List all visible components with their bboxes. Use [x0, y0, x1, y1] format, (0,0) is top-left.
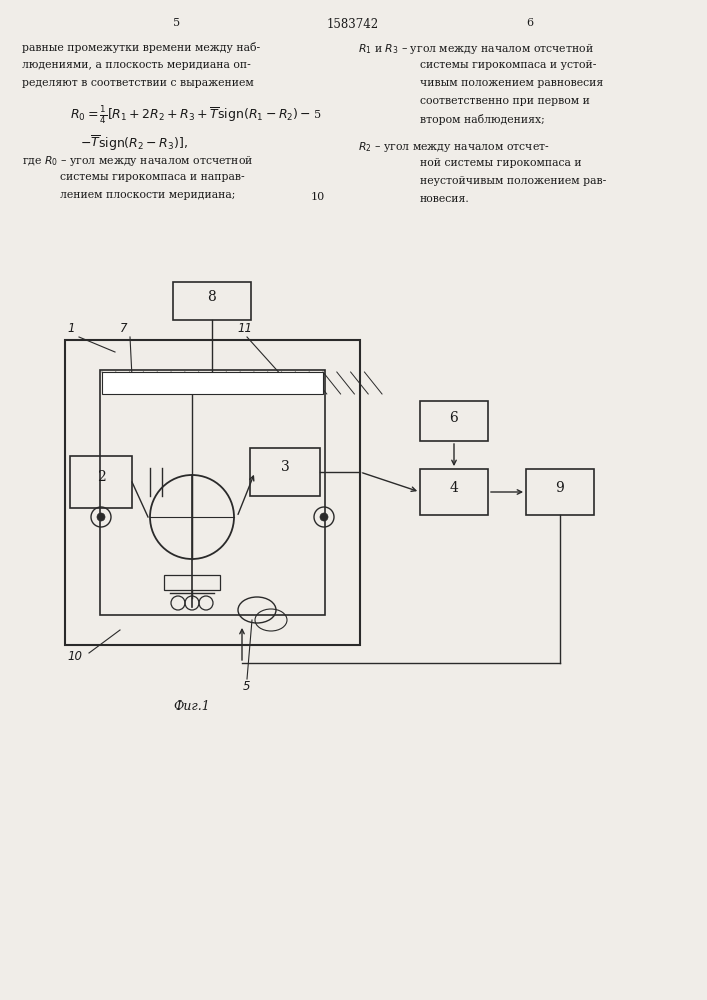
- Text: 1583742: 1583742: [327, 18, 379, 31]
- Bar: [420, 401, 488, 441]
- Bar: [100, 370, 325, 615]
- Text: 8: 8: [208, 290, 216, 304]
- Text: $R_2$ – угол между началом отсчет-: $R_2$ – угол между началом отсчет-: [358, 140, 550, 154]
- Text: $- \overline{T}\mathrm{sign}(R_2 - R_3)],$: $- \overline{T}\mathrm{sign}(R_2 - R_3)]…: [80, 134, 188, 153]
- Text: 10: 10: [311, 192, 325, 202]
- Text: лением плоскости меридиана;: лением плоскости меридиана;: [60, 190, 235, 200]
- Text: системы гирокомпаса и направ-: системы гирокомпаса и направ-: [60, 172, 245, 182]
- Bar: [173, 282, 251, 320]
- Text: $R_1$ и $R_3$ – угол между началом отсчетной: $R_1$ и $R_3$ – угол между началом отсче…: [358, 42, 594, 56]
- Text: 4: 4: [450, 481, 458, 495]
- Text: где $R_0$ – угол между началом отсчетной: где $R_0$ – угол между началом отсчетной: [22, 154, 253, 168]
- Text: новесия.: новесия.: [420, 194, 469, 204]
- Text: людениями, а плоскость меридиана оп-: людениями, а плоскость меридиана оп-: [22, 60, 251, 70]
- Bar: [65, 340, 360, 645]
- Text: 3: 3: [281, 460, 289, 474]
- Text: равные промежутки времени между наб-: равные промежутки времени между наб-: [22, 42, 260, 53]
- Bar: [420, 469, 488, 515]
- Text: 1: 1: [67, 322, 74, 335]
- Bar: [102, 372, 323, 394]
- Text: 9: 9: [556, 481, 564, 495]
- Bar: [250, 448, 320, 496]
- Text: втором наблюдениях;: втором наблюдениях;: [420, 114, 545, 125]
- Text: неустойчивым положением рав-: неустойчивым положением рав-: [420, 176, 606, 186]
- Text: соответственно при первом и: соответственно при первом и: [420, 96, 590, 106]
- Text: системы гирокомпаса и устой-: системы гирокомпаса и устой-: [420, 60, 597, 70]
- Text: 5: 5: [315, 110, 322, 120]
- Circle shape: [97, 513, 105, 521]
- Text: 2: 2: [97, 470, 105, 484]
- Bar: [526, 469, 594, 515]
- Bar: [164, 575, 220, 590]
- Text: Фиг.1: Фиг.1: [174, 700, 211, 713]
- Text: 10: 10: [67, 650, 82, 663]
- Text: 5: 5: [173, 18, 180, 28]
- Text: 5: 5: [243, 680, 251, 693]
- Text: ределяют в соответствии с выражением: ределяют в соответствии с выражением: [22, 78, 254, 88]
- Text: 11: 11: [237, 322, 252, 335]
- Text: 6: 6: [527, 18, 534, 28]
- Text: 6: 6: [450, 411, 458, 425]
- Text: 7: 7: [120, 322, 127, 335]
- Text: чивым положением равновесия: чивым положением равновесия: [420, 78, 603, 88]
- Text: ной системы гирокомпаса и: ной системы гирокомпаса и: [420, 158, 582, 168]
- Bar: [70, 456, 132, 508]
- Circle shape: [320, 513, 328, 521]
- Text: $R_0 = \frac{1}{4}[R_1 + 2R_2 + R_3 + \overline{T}\mathrm{sign}(R_1 - R_2) -$: $R_0 = \frac{1}{4}[R_1 + 2R_2 + R_3 + \o…: [70, 104, 311, 126]
